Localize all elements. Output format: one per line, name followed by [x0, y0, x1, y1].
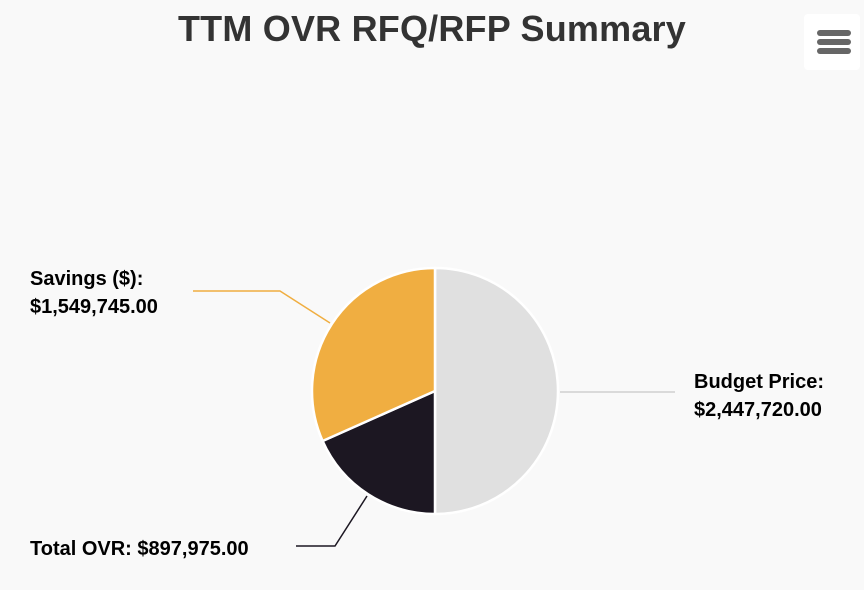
- hamburger-menu-icon-bar: [817, 39, 851, 45]
- data-label-savings-name: Savings ($):: [30, 268, 143, 290]
- hamburger-menu-icon-bar: [817, 48, 851, 54]
- data-label-total-ovr: Total OVR: $897,975.00: [30, 538, 249, 560]
- data-label-budget-price-name: Budget Price:: [694, 371, 824, 393]
- data-label-savings-value: $1,549,745.00: [30, 296, 158, 318]
- connector-line-savings: [193, 290, 331, 324]
- connector-line-total-ovr: [296, 495, 368, 547]
- chart-title: TTM OVR RFQ/RFP Summary: [177, 8, 686, 49]
- pie-slice-budget-price[interactable]: [433, 266, 560, 516]
- pie-slice-total-ovr[interactable]: [321, 389, 437, 516]
- pie-slice-savings[interactable]: [310, 266, 437, 443]
- chart-menu-button[interactable]: [804, 14, 860, 70]
- hamburger-menu-icon-bar: [817, 30, 851, 36]
- data-label-budget-price-value: $2,447,720.00: [694, 399, 822, 421]
